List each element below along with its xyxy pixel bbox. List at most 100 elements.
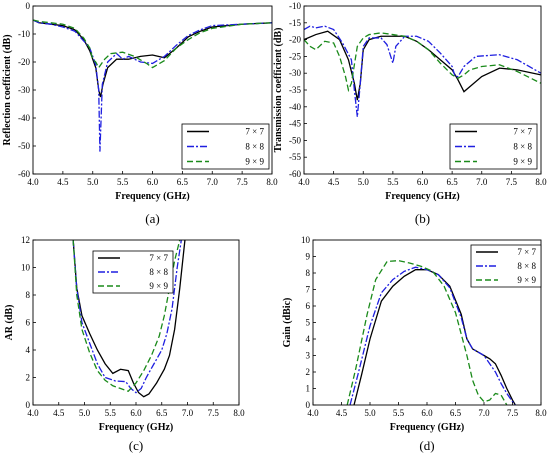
series-line-b-0 [304,30,541,101]
legend-label-d-2: 9 × 9 [517,275,536,285]
x-tick-label-b-6: 7.0 [476,177,488,187]
series-line-d-1 [349,266,516,405]
series-line-c-2 [72,240,181,393]
x-tick-label-b-3: 5.5 [387,177,399,187]
x-tick-label-a-4: 6.0 [147,177,159,187]
x-tick-label-d-0: 4.0 [307,408,319,418]
y-tick-label-b-8: -50 [289,135,301,145]
y-tick-label-c-4: 8 [26,290,31,300]
x-tick-label-a-5: 6.5 [177,177,189,187]
y-tick-label-a-1: -10 [18,29,30,39]
legend-label-d-1: 8 × 8 [517,261,536,271]
series-line-d-0 [353,269,516,405]
panel-caption-c: (c) [129,438,143,453]
y-tick-label-b-5: -35 [289,85,301,95]
x-tick-label-c-6: 7.0 [182,408,194,418]
y-tick-label-b-6: -40 [289,102,301,112]
x-tick-label-b-0: 4.0 [298,177,310,187]
y-tick-label-d-9: 9 [306,252,311,262]
legend-c: 7 × 7 8 × 8 9 × 9 [92,250,174,294]
x-tick-label-b-4: 6.0 [417,177,429,187]
y-tick-label-c-3: 6 [26,318,31,328]
x-tick-label-c-5: 6.5 [156,408,168,418]
y-tick-label-d-0: 0 [306,400,311,410]
series-line-c-1 [72,240,182,394]
chart-panel-c: 4.0 4.5 5.0 5.5 6.0 6.5 7.0 7.5 8.0 0 2 4 6 8 10 12 Freq… [4,235,245,453]
y-tick-label-a-3: -30 [18,85,30,95]
x-tick-label-b-5: 6.5 [447,177,459,187]
legend-a: 7 × 7 8 × 8 9 × 9 [181,123,270,170]
x-tick-label-a-3: 5.5 [117,177,129,187]
y-tick-label-b-2: -20 [289,35,301,45]
x-tick-label-d-8: 8.0 [535,408,547,418]
y-tick-label-c-2: 4 [26,345,31,355]
x-tick-label-c-4: 6.0 [130,408,142,418]
x-tick-label-c-2: 5.0 [79,408,91,418]
y-tick-label-a-2: -20 [18,57,30,67]
legend-label-c-0: 7 × 7 [149,253,168,263]
series-line-b-1 [304,25,541,117]
y-tick-label-d-5: 5 [306,318,311,328]
x-tick-label-a-0: 4.0 [27,177,39,187]
y-axis-title-b: Transmission coefficient (dB) [273,28,284,153]
x-tick-label-d-2: 5.0 [364,408,376,418]
series-line-c-0 [72,240,186,398]
y-tick-label-a-0: 0 [26,1,31,11]
panel-caption-a: (a) [145,211,159,226]
y-tick-label-b-9: -55 [289,152,301,162]
panel-caption-b: (b) [415,211,430,226]
chart-panel-a: 4.0 4.5 5.0 5.5 6.0 6.5 7.0 7.5 8.0 0 -10 -20 -30 -40… [2,1,278,226]
legend-label-b-0: 7 × 7 [513,127,532,137]
x-axis-title-c: Frequency (GHz) [99,422,174,433]
panel-caption-d: (d) [419,438,434,453]
y-tick-label-d-6: 6 [306,301,311,311]
legend-label-b-1: 8 × 8 [513,142,532,152]
x-tick-label-b-8: 8.0 [535,177,547,187]
y-tick-label-c-0: 0 [26,400,31,410]
x-axis-title-b: Frequency (GHz) [385,191,460,202]
x-axis-title-d: Frequency (GHz) [390,422,465,433]
x-tick-label-d-6: 7.0 [478,408,490,418]
x-tick-label-c-7: 7.5 [208,408,220,418]
y-tick-label-d-1: 1 [306,384,311,394]
chart-panel-b: 4.0 4.5 5.0 5.5 6.0 6.5 7.0 7.5 8.0 -10 -15 -20 -25 -… [273,1,547,226]
x-tick-label-a-8: 8.0 [266,177,278,187]
legend-d: 7 × 7 8 × 8 9 × 9 [470,244,542,288]
y-tick-label-d-4: 4 [306,334,311,344]
chart-panel-d: 4.0 4.5 5.0 5.5 6.0 6.5 7.0 7.5 8.0 0 1 2 3 4 5 6 7 8 9 10 F… [282,235,547,453]
y-tick-label-d-10: 10 [301,235,311,245]
series-line-a-0 [33,19,272,98]
x-tick-label-b-2: 5.0 [358,177,370,187]
x-tick-label-b-1: 4.5 [328,177,340,187]
y-tick-label-b-3: -25 [289,51,301,61]
x-tick-label-c-0: 4.0 [27,408,39,418]
y-tick-label-a-4: -40 [18,113,30,123]
legend-b: 7 × 7 8 × 8 9 × 9 [449,123,538,170]
y-tick-label-c-6: 12 [21,235,30,245]
y-tick-label-b-7: -45 [289,119,301,129]
y-tick-label-b-10: -60 [289,169,301,179]
legend-label-c-1: 8 × 8 [149,267,168,277]
y-tick-label-b-0: -10 [289,1,301,11]
series-line-a-1 [33,19,272,152]
x-tick-label-d-1: 4.5 [336,408,348,418]
y-tick-label-d-2: 2 [306,367,311,377]
y-tick-label-b-4: -30 [289,68,301,78]
x-tick-label-c-1: 4.5 [53,408,65,418]
x-tick-label-d-7: 7.5 [507,408,519,418]
y-tick-label-c-1: 2 [26,373,31,383]
y-tick-label-d-7: 7 [306,285,311,295]
y-tick-label-a-6: -60 [18,169,30,179]
y-tick-label-b-1: -15 [289,18,301,28]
x-tick-label-a-2: 5.0 [87,177,99,187]
legend-label-a-0: 7 × 7 [245,127,264,137]
x-tick-label-c-3: 5.5 [105,408,117,418]
y-axis-title-d: Gain (dBic) [282,298,293,348]
series-line-b-2 [304,32,541,93]
legend-label-c-2: 9 × 9 [149,281,168,291]
x-tick-label-c-8: 8.0 [233,408,245,418]
legend-label-b-2: 9 × 9 [513,157,532,167]
y-tick-label-d-3: 3 [306,351,311,361]
legend-label-a-1: 8 × 8 [245,142,264,152]
